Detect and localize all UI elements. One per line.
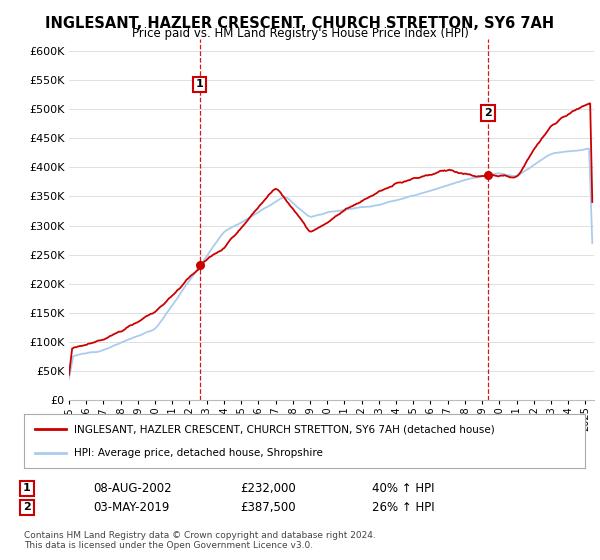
Text: 26% ↑ HPI: 26% ↑ HPI	[372, 501, 434, 514]
Text: 03-MAY-2019: 03-MAY-2019	[93, 501, 169, 514]
Text: INGLESANT, HAZLER CRESCENT, CHURCH STRETTON, SY6 7AH (detached house): INGLESANT, HAZLER CRESCENT, CHURCH STRET…	[74, 424, 495, 435]
Text: Contains HM Land Registry data © Crown copyright and database right 2024.
This d: Contains HM Land Registry data © Crown c…	[24, 531, 376, 550]
Text: 40% ↑ HPI: 40% ↑ HPI	[372, 482, 434, 495]
Text: 2: 2	[484, 108, 492, 118]
Text: 2: 2	[23, 502, 31, 512]
Text: INGLESANT, HAZLER CRESCENT, CHURCH STRETTON, SY6 7AH: INGLESANT, HAZLER CRESCENT, CHURCH STRET…	[46, 16, 554, 31]
Text: 1: 1	[196, 80, 203, 90]
Text: 1: 1	[23, 483, 31, 493]
Text: £232,000: £232,000	[240, 482, 296, 495]
Text: Price paid vs. HM Land Registry's House Price Index (HPI): Price paid vs. HM Land Registry's House …	[131, 27, 469, 40]
Text: £387,500: £387,500	[240, 501, 296, 514]
Text: HPI: Average price, detached house, Shropshire: HPI: Average price, detached house, Shro…	[74, 447, 323, 458]
Text: 08-AUG-2002: 08-AUG-2002	[93, 482, 172, 495]
